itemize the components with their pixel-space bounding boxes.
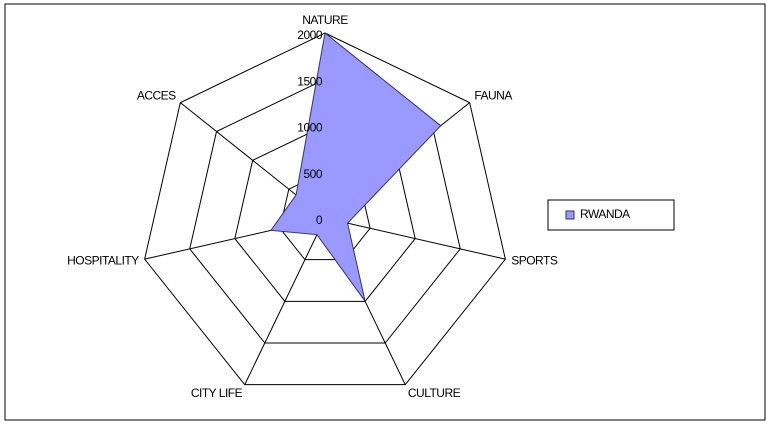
axis-label: HOSPITALITY	[67, 254, 139, 268]
axis-label: ACCES	[137, 89, 176, 103]
series-area	[269, 32, 442, 302]
tick-label: 1000	[297, 121, 323, 135]
legend-label: RWANDA	[580, 207, 630, 221]
chart-frame	[4, 3, 766, 421]
axis-label: CULTURE	[408, 386, 461, 400]
grid-ring	[234, 124, 416, 302]
axis-label: NATURE	[302, 13, 348, 27]
axis-label: FAUNA	[474, 89, 512, 103]
spoke	[244, 217, 326, 385]
grid-ring	[144, 32, 506, 386]
tick-label: 500	[303, 167, 322, 181]
legend-swatch	[565, 210, 575, 220]
grid-ring	[189, 78, 461, 344]
axis-label: CITY LIFE	[191, 386, 243, 400]
tick-label: 2000	[297, 28, 323, 42]
spoke	[324, 217, 506, 260]
axis-label: SPORTS	[511, 254, 558, 268]
tick-label: 0	[316, 213, 323, 227]
tick-label: 1500	[297, 74, 323, 88]
